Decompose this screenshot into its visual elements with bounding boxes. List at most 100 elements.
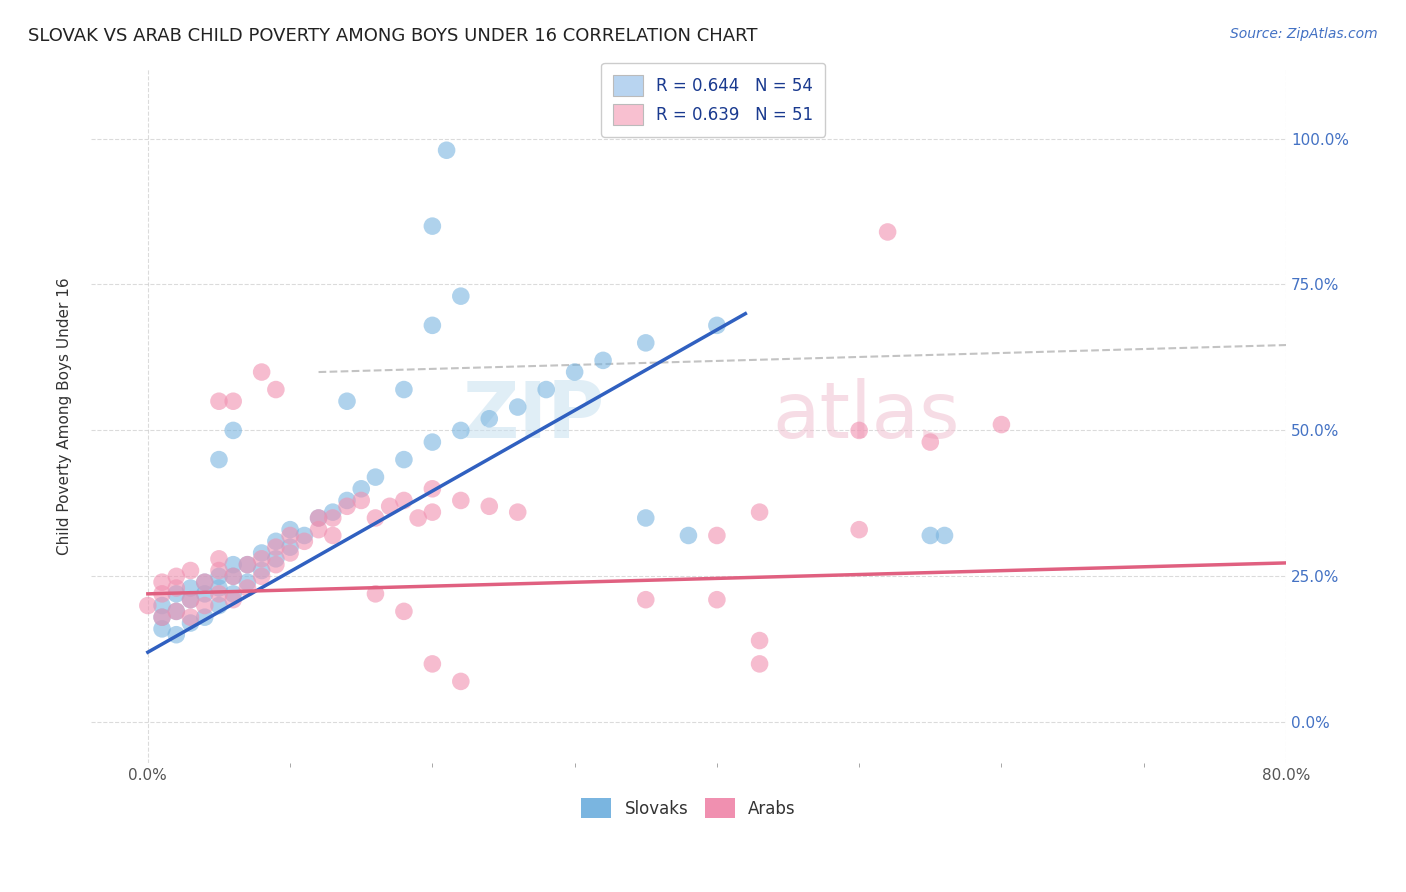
Point	[364, 470, 387, 484]
Point	[422, 219, 444, 233]
Point	[506, 400, 529, 414]
Point	[450, 424, 472, 438]
Point	[678, 528, 700, 542]
Point	[634, 511, 657, 525]
Point	[150, 610, 173, 624]
Point	[848, 523, 870, 537]
Point	[194, 575, 217, 590]
Point	[422, 657, 444, 671]
Point	[748, 505, 770, 519]
Point	[336, 394, 359, 409]
Point	[236, 581, 259, 595]
Point	[194, 610, 217, 624]
Point	[322, 511, 344, 525]
Point	[208, 551, 231, 566]
Point	[236, 558, 259, 572]
Point	[706, 592, 728, 607]
Y-axis label: Child Poverty Among Boys Under 16: Child Poverty Among Boys Under 16	[58, 277, 72, 555]
Point	[150, 587, 173, 601]
Point	[208, 452, 231, 467]
Point	[180, 615, 202, 630]
Point	[564, 365, 586, 379]
Point	[165, 569, 187, 583]
Point	[336, 493, 359, 508]
Point	[165, 581, 187, 595]
Point	[250, 569, 273, 583]
Point	[450, 674, 472, 689]
Point	[392, 493, 415, 508]
Point	[920, 528, 942, 542]
Point	[208, 587, 231, 601]
Point	[208, 599, 231, 613]
Point	[534, 383, 557, 397]
Point	[934, 528, 956, 542]
Point	[876, 225, 898, 239]
Point	[392, 452, 415, 467]
Point	[350, 482, 373, 496]
Point	[350, 493, 373, 508]
Point	[150, 599, 173, 613]
Point	[634, 592, 657, 607]
Text: Source: ZipAtlas.com: Source: ZipAtlas.com	[1230, 27, 1378, 41]
Point	[222, 424, 245, 438]
Point	[278, 528, 301, 542]
Point	[180, 581, 202, 595]
Point	[450, 289, 472, 303]
Point	[364, 511, 387, 525]
Point	[308, 511, 330, 525]
Point	[592, 353, 614, 368]
Point	[748, 633, 770, 648]
Point	[250, 564, 273, 578]
Point	[292, 534, 315, 549]
Point	[436, 143, 458, 157]
Point	[450, 493, 472, 508]
Point	[180, 592, 202, 607]
Point	[150, 610, 173, 624]
Point	[322, 505, 344, 519]
Point	[278, 523, 301, 537]
Point	[180, 564, 202, 578]
Point	[250, 551, 273, 566]
Point	[478, 411, 501, 425]
Point	[222, 587, 245, 601]
Point	[406, 511, 429, 525]
Point	[165, 628, 187, 642]
Point	[264, 383, 287, 397]
Point	[194, 599, 217, 613]
Point	[165, 604, 187, 618]
Point	[278, 546, 301, 560]
Point	[208, 569, 231, 583]
Point	[706, 318, 728, 333]
Point	[920, 435, 942, 450]
Point	[308, 523, 330, 537]
Text: ZIP: ZIP	[463, 378, 605, 454]
Point	[136, 599, 159, 613]
Point	[848, 424, 870, 438]
Point	[392, 604, 415, 618]
Point	[308, 511, 330, 525]
Point	[264, 534, 287, 549]
Point	[264, 551, 287, 566]
Point	[222, 558, 245, 572]
Point	[222, 394, 245, 409]
Point	[278, 540, 301, 554]
Point	[706, 528, 728, 542]
Point	[264, 558, 287, 572]
Point	[194, 575, 217, 590]
Point	[336, 500, 359, 514]
Point	[222, 592, 245, 607]
Point	[990, 417, 1012, 432]
Point	[392, 383, 415, 397]
Point	[180, 592, 202, 607]
Point	[506, 505, 529, 519]
Point	[180, 610, 202, 624]
Point	[634, 335, 657, 350]
Point	[165, 587, 187, 601]
Point	[236, 575, 259, 590]
Point	[748, 657, 770, 671]
Point	[250, 546, 273, 560]
Point	[150, 575, 173, 590]
Point	[236, 558, 259, 572]
Point	[194, 587, 217, 601]
Point	[208, 581, 231, 595]
